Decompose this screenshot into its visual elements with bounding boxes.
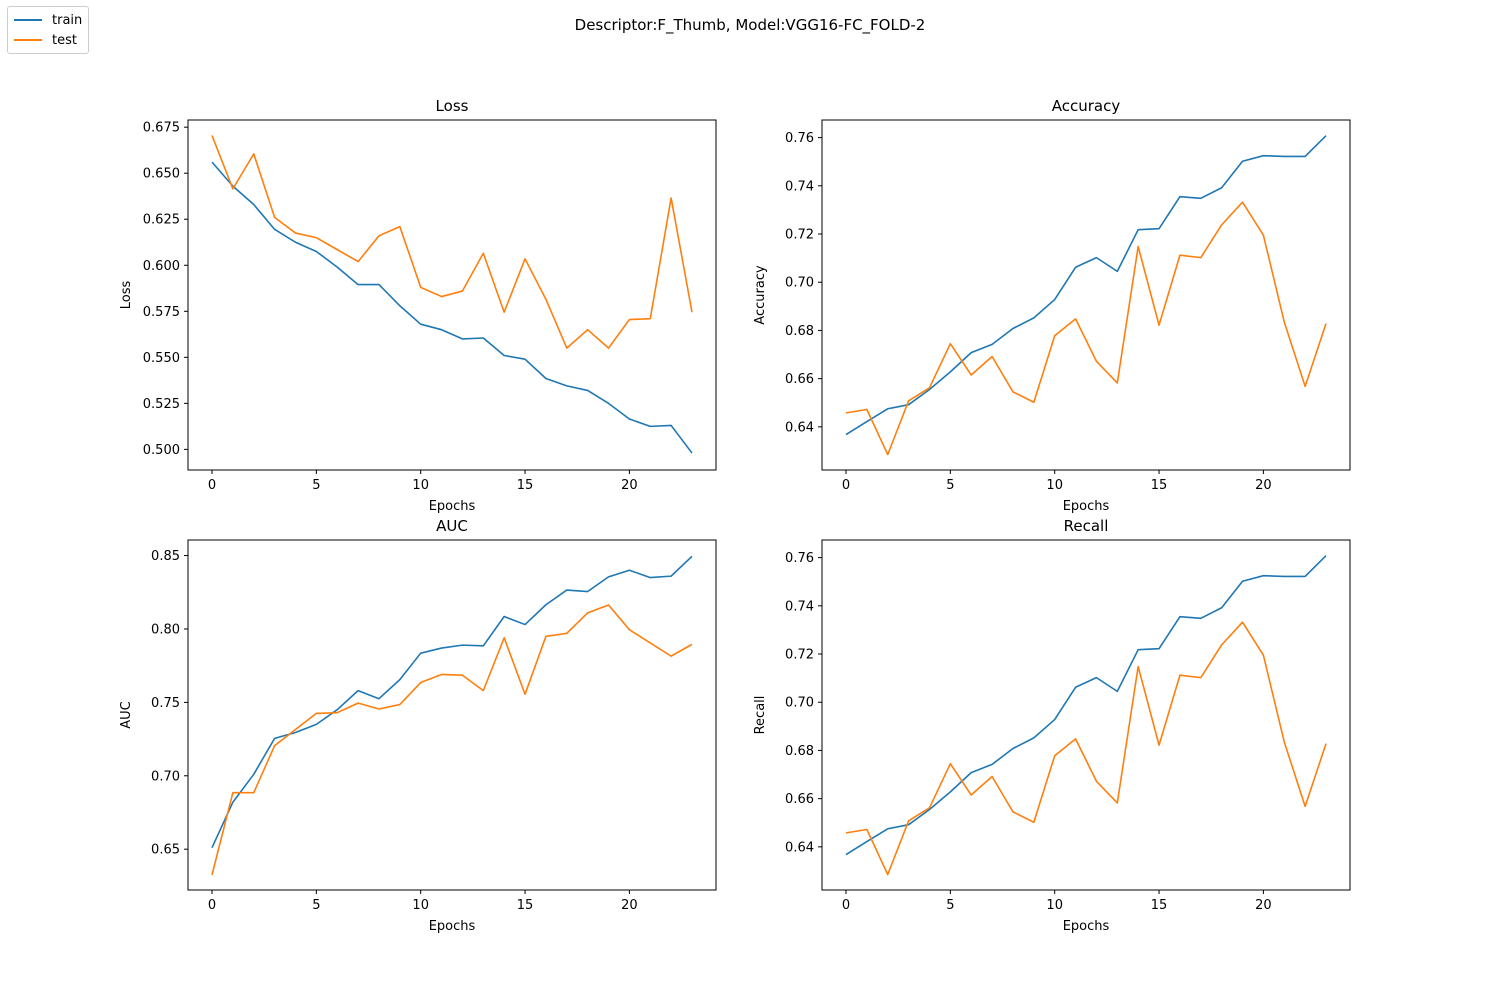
recall-series-train <box>845 555 1327 856</box>
recall-subplot: Recall 0 5 10 15 20 0.64 0.66 0.68 0.70 0.72 0.74 0.… <box>753 517 1351 934</box>
auc-axes-frame <box>187 539 717 891</box>
auc-ylabel: AUC <box>119 701 134 729</box>
auc-ytick-label: 0.80 <box>151 622 180 637</box>
accuracy-xtick-label: 0 <box>842 478 850 493</box>
auc-xtick-label: 10 <box>412 898 429 913</box>
accuracy-ytick-label: 0.68 <box>785 324 814 339</box>
auc-ytick-label: 0.75 <box>151 696 180 711</box>
loss-ylabel: Loss <box>119 281 134 310</box>
recall-ytick-label: 0.64 <box>785 840 814 855</box>
accuracy-ytick-label: 0.74 <box>785 179 814 194</box>
recall-title: Recall <box>1064 517 1109 535</box>
recall-ylabel: Recall <box>753 696 768 735</box>
recall-axes-frame <box>821 539 1351 891</box>
loss-series-train <box>211 161 693 454</box>
auc-ytick-label: 0.70 <box>151 769 180 784</box>
legend-label-test: test <box>52 32 77 48</box>
loss-ytick-label: 0.550 <box>143 351 180 366</box>
accuracy-xtick-label: 5 <box>946 478 954 493</box>
recall-xtick-label: 10 <box>1046 898 1063 913</box>
auc-xtick-label: 15 <box>517 898 534 913</box>
accuracy-ytick-label: 0.64 <box>785 420 814 435</box>
figure-title: Descriptor:F_Thumb, Model:VGG16-FC_FOLD-… <box>574 16 926 34</box>
accuracy-ytick-label: 0.76 <box>785 131 814 146</box>
accuracy-xtick-label: 15 <box>1151 478 1168 493</box>
loss-ytick-label: 0.525 <box>143 397 180 412</box>
accuracy-series-test <box>845 201 1327 456</box>
recall-ytick-label: 0.66 <box>785 792 814 807</box>
loss-xtick-label: 0 <box>208 478 216 493</box>
accuracy-xtick-label: 20 <box>1255 478 1272 493</box>
loss-ytick-label: 0.625 <box>143 213 180 228</box>
auc-xtick-label: 20 <box>621 898 638 913</box>
accuracy-xtick-label: 10 <box>1046 478 1063 493</box>
recall-xlabel: Epochs <box>1063 919 1110 934</box>
loss-axes-frame <box>187 119 717 471</box>
loss-subplot: Loss 0 5 10 15 20 0.500 0.525 0.550 0.575 0.600 0.6… <box>119 97 717 514</box>
loss-ytick-label: 0.575 <box>143 305 180 320</box>
auc-xtick-label: 0 <box>208 898 216 913</box>
recall-series-test <box>845 621 1327 876</box>
loss-title: Loss <box>436 97 469 115</box>
accuracy-xlabel: Epochs <box>1063 499 1110 514</box>
loss-xtick-label: 5 <box>312 478 320 493</box>
auc-subplot: AUC 0 5 10 15 20 0.65 0.70 0.75 0.80 0.85 Epochs AUC <box>119 517 717 934</box>
accuracy-ytick-label: 0.72 <box>785 228 814 243</box>
loss-xtick-label: 15 <box>517 478 534 493</box>
recall-xtick-label: 0 <box>842 898 850 913</box>
legend-swatch-test <box>14 39 42 41</box>
loss-xtick-label: 10 <box>412 478 429 493</box>
recall-ytick-label: 0.68 <box>785 744 814 759</box>
loss-ytick-label: 0.600 <box>143 259 180 274</box>
legend: train test <box>7 6 89 54</box>
recall-ytick-label: 0.72 <box>785 648 814 663</box>
accuracy-series-train <box>845 135 1327 436</box>
recall-ytick-label: 0.70 <box>785 696 814 711</box>
legend-entry-train: train <box>14 11 82 29</box>
auc-title: AUC <box>436 517 468 535</box>
accuracy-subplot: Accuracy 0 5 10 15 20 0.64 0.66 0.68 0.70 0.72 0.74… <box>753 97 1351 514</box>
legend-label-train: train <box>52 12 83 28</box>
recall-ytick-label: 0.74 <box>785 599 814 614</box>
auc-xlabel: Epochs <box>429 919 476 934</box>
recall-xtick-label: 15 <box>1151 898 1168 913</box>
accuracy-title: Accuracy <box>1052 97 1121 115</box>
loss-ytick-label: 0.650 <box>143 167 180 182</box>
legend-entry-test: test <box>14 31 77 49</box>
accuracy-ytick-label: 0.66 <box>785 372 814 387</box>
recall-ytick-label: 0.76 <box>785 551 814 566</box>
accuracy-ytick-label: 0.70 <box>785 276 814 291</box>
auc-series-test <box>211 604 693 876</box>
legend-swatch-train <box>14 19 42 21</box>
loss-ytick-label: 0.500 <box>143 443 180 458</box>
accuracy-axes-frame <box>821 119 1351 471</box>
auc-series-train <box>211 555 693 849</box>
loss-xlabel: Epochs <box>429 499 476 514</box>
auc-ytick-label: 0.85 <box>151 549 180 564</box>
recall-xtick-label: 5 <box>946 898 954 913</box>
auc-xtick-label: 5 <box>312 898 320 913</box>
recall-xtick-label: 20 <box>1255 898 1272 913</box>
accuracy-ylabel: Accuracy <box>753 265 768 325</box>
loss-series-test <box>211 135 693 349</box>
auc-ytick-label: 0.65 <box>151 843 180 858</box>
loss-ytick-label: 0.675 <box>143 121 180 136</box>
loss-xtick-label: 20 <box>621 478 638 493</box>
